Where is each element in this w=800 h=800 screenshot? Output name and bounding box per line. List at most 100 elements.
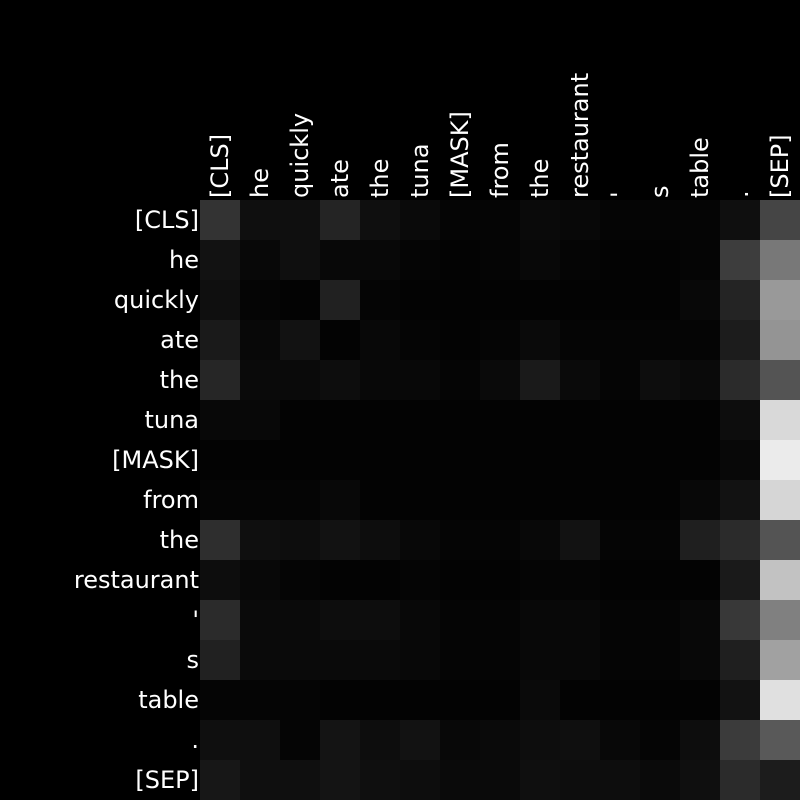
heatmap-cell-5-11	[640, 400, 680, 440]
heatmap-cell-6-5	[400, 440, 440, 480]
heatmap-cell-11-9	[560, 640, 600, 680]
heatmap-cell-13-5	[400, 720, 440, 760]
heatmap-cell-14-7	[480, 760, 520, 800]
heatmap-cell-8-0	[200, 520, 240, 560]
heatmap-cell-4-6	[440, 360, 480, 400]
heatmap-cell-10-1	[240, 600, 280, 640]
row-label: '	[192, 606, 199, 634]
heatmap-cell-8-5	[400, 520, 440, 560]
row-label: table	[138, 686, 199, 714]
heatmap-cell-5-3	[320, 400, 360, 440]
heatmap-cell-7-12	[680, 480, 720, 520]
heatmap-cell-1-4	[360, 240, 400, 280]
heatmap-cell-9-1	[240, 560, 280, 600]
heatmap-cell-11-6	[440, 640, 480, 680]
heatmap-cell-9-0	[200, 560, 240, 600]
heatmap-cell-9-11	[640, 560, 680, 600]
heatmap-cell-14-13	[720, 760, 760, 800]
row-labels: [CLS] he quickly ate the tuna [MASK] from the res…	[74, 206, 199, 794]
heatmap-cell-8-10	[600, 520, 640, 560]
heatmap-cell-12-12	[680, 680, 720, 720]
heatmap-cell-10-10	[600, 600, 640, 640]
heatmap-cell-4-10	[600, 360, 640, 400]
heatmap-cell-0-2	[280, 200, 320, 240]
heatmap-cell-3-5	[400, 320, 440, 360]
heatmap-cell-0-1	[240, 200, 280, 240]
row-label: s	[186, 646, 199, 674]
heatmap-cell-8-7	[480, 520, 520, 560]
heatmap-cell-4-2	[280, 360, 320, 400]
heatmap-cell-10-8	[520, 600, 560, 640]
heatmap-cell-3-1	[240, 320, 280, 360]
heatmap-cell-6-11	[640, 440, 680, 480]
heatmap-cell-4-11	[640, 360, 680, 400]
heatmap-cell-10-11	[640, 600, 680, 640]
heatmap-cell-0-3	[320, 200, 360, 240]
column-labels: [CLS] he quickly ate the tuna [MASK] from the res…	[206, 73, 794, 198]
heatmap-cell-14-1	[240, 760, 280, 800]
heatmap-cell-9-8	[520, 560, 560, 600]
row-label: the	[160, 526, 199, 554]
heatmap-cell-7-9	[560, 480, 600, 520]
heatmap-cell-3-12	[680, 320, 720, 360]
heatmap-cell-11-5	[400, 640, 440, 680]
heatmap-cell-7-10	[600, 480, 640, 520]
column-label: the	[366, 159, 394, 198]
heatmap-cell-14-9	[560, 760, 600, 800]
heatmap-cell-7-3	[320, 480, 360, 520]
heatmap-cell-0-14	[760, 200, 800, 240]
heatmap-cell-1-3	[320, 240, 360, 280]
heatmap-cell-1-2	[280, 240, 320, 280]
heatmap-cell-8-9	[560, 520, 600, 560]
column-label: the	[526, 159, 554, 198]
row-label: [MASK]	[112, 446, 199, 474]
heatmap-cell-4-5	[400, 360, 440, 400]
heatmap-cell-11-12	[680, 640, 720, 680]
heatmap-cell-7-1	[240, 480, 280, 520]
column-label: restaurant	[566, 73, 594, 198]
heatmap-cell-6-4	[360, 440, 400, 480]
heatmap-cell-8-13	[720, 520, 760, 560]
heatmap-cell-12-3	[320, 680, 360, 720]
column-label: s	[646, 185, 674, 198]
heatmap-cell-3-4	[360, 320, 400, 360]
heatmap-cell-1-10	[600, 240, 640, 280]
heatmap-cell-14-0	[200, 760, 240, 800]
heatmap-cell-1-8	[520, 240, 560, 280]
heatmap-cell-12-8	[520, 680, 560, 720]
heatmap-cell-4-3	[320, 360, 360, 400]
column-label: from	[486, 142, 514, 198]
heatmap-cell-9-2	[280, 560, 320, 600]
heatmap-cell-2-7	[480, 280, 520, 320]
heatmap-cell-14-8	[520, 760, 560, 800]
heatmap-cell-1-0	[200, 240, 240, 280]
heatmap-cell-1-6	[440, 240, 480, 280]
heatmap-cell-13-0	[200, 720, 240, 760]
heatmap-cell-7-6	[440, 480, 480, 520]
heatmap-cell-7-0	[200, 480, 240, 520]
heatmap-cell-0-0	[200, 200, 240, 240]
heatmap-cell-1-12	[680, 240, 720, 280]
heatmap-cell-8-3	[320, 520, 360, 560]
heatmap-cell-10-2	[280, 600, 320, 640]
heatmap-cell-12-4	[360, 680, 400, 720]
heatmap-cell-4-1	[240, 360, 280, 400]
heatmap-cell-1-7	[480, 240, 520, 280]
row-label: quickly	[114, 286, 199, 314]
heatmap-cell-2-10	[600, 280, 640, 320]
column-label: table	[686, 137, 714, 198]
heatmap-cell-0-8	[520, 200, 560, 240]
heatmap-cell-14-3	[320, 760, 360, 800]
heatmap-cell-5-6	[440, 400, 480, 440]
heatmap-cell-3-13	[720, 320, 760, 360]
heatmap-cell-12-14	[760, 680, 800, 720]
heatmap-cell-2-0	[200, 280, 240, 320]
column-label: ate	[326, 159, 354, 198]
heatmap-cell-9-6	[440, 560, 480, 600]
heatmap-cell-9-9	[560, 560, 600, 600]
heatmap-cell-6-3	[320, 440, 360, 480]
heatmap-cell-13-1	[240, 720, 280, 760]
heatmap-cell-9-12	[680, 560, 720, 600]
heatmap-cell-10-9	[560, 600, 600, 640]
heatmap-cell-5-10	[600, 400, 640, 440]
